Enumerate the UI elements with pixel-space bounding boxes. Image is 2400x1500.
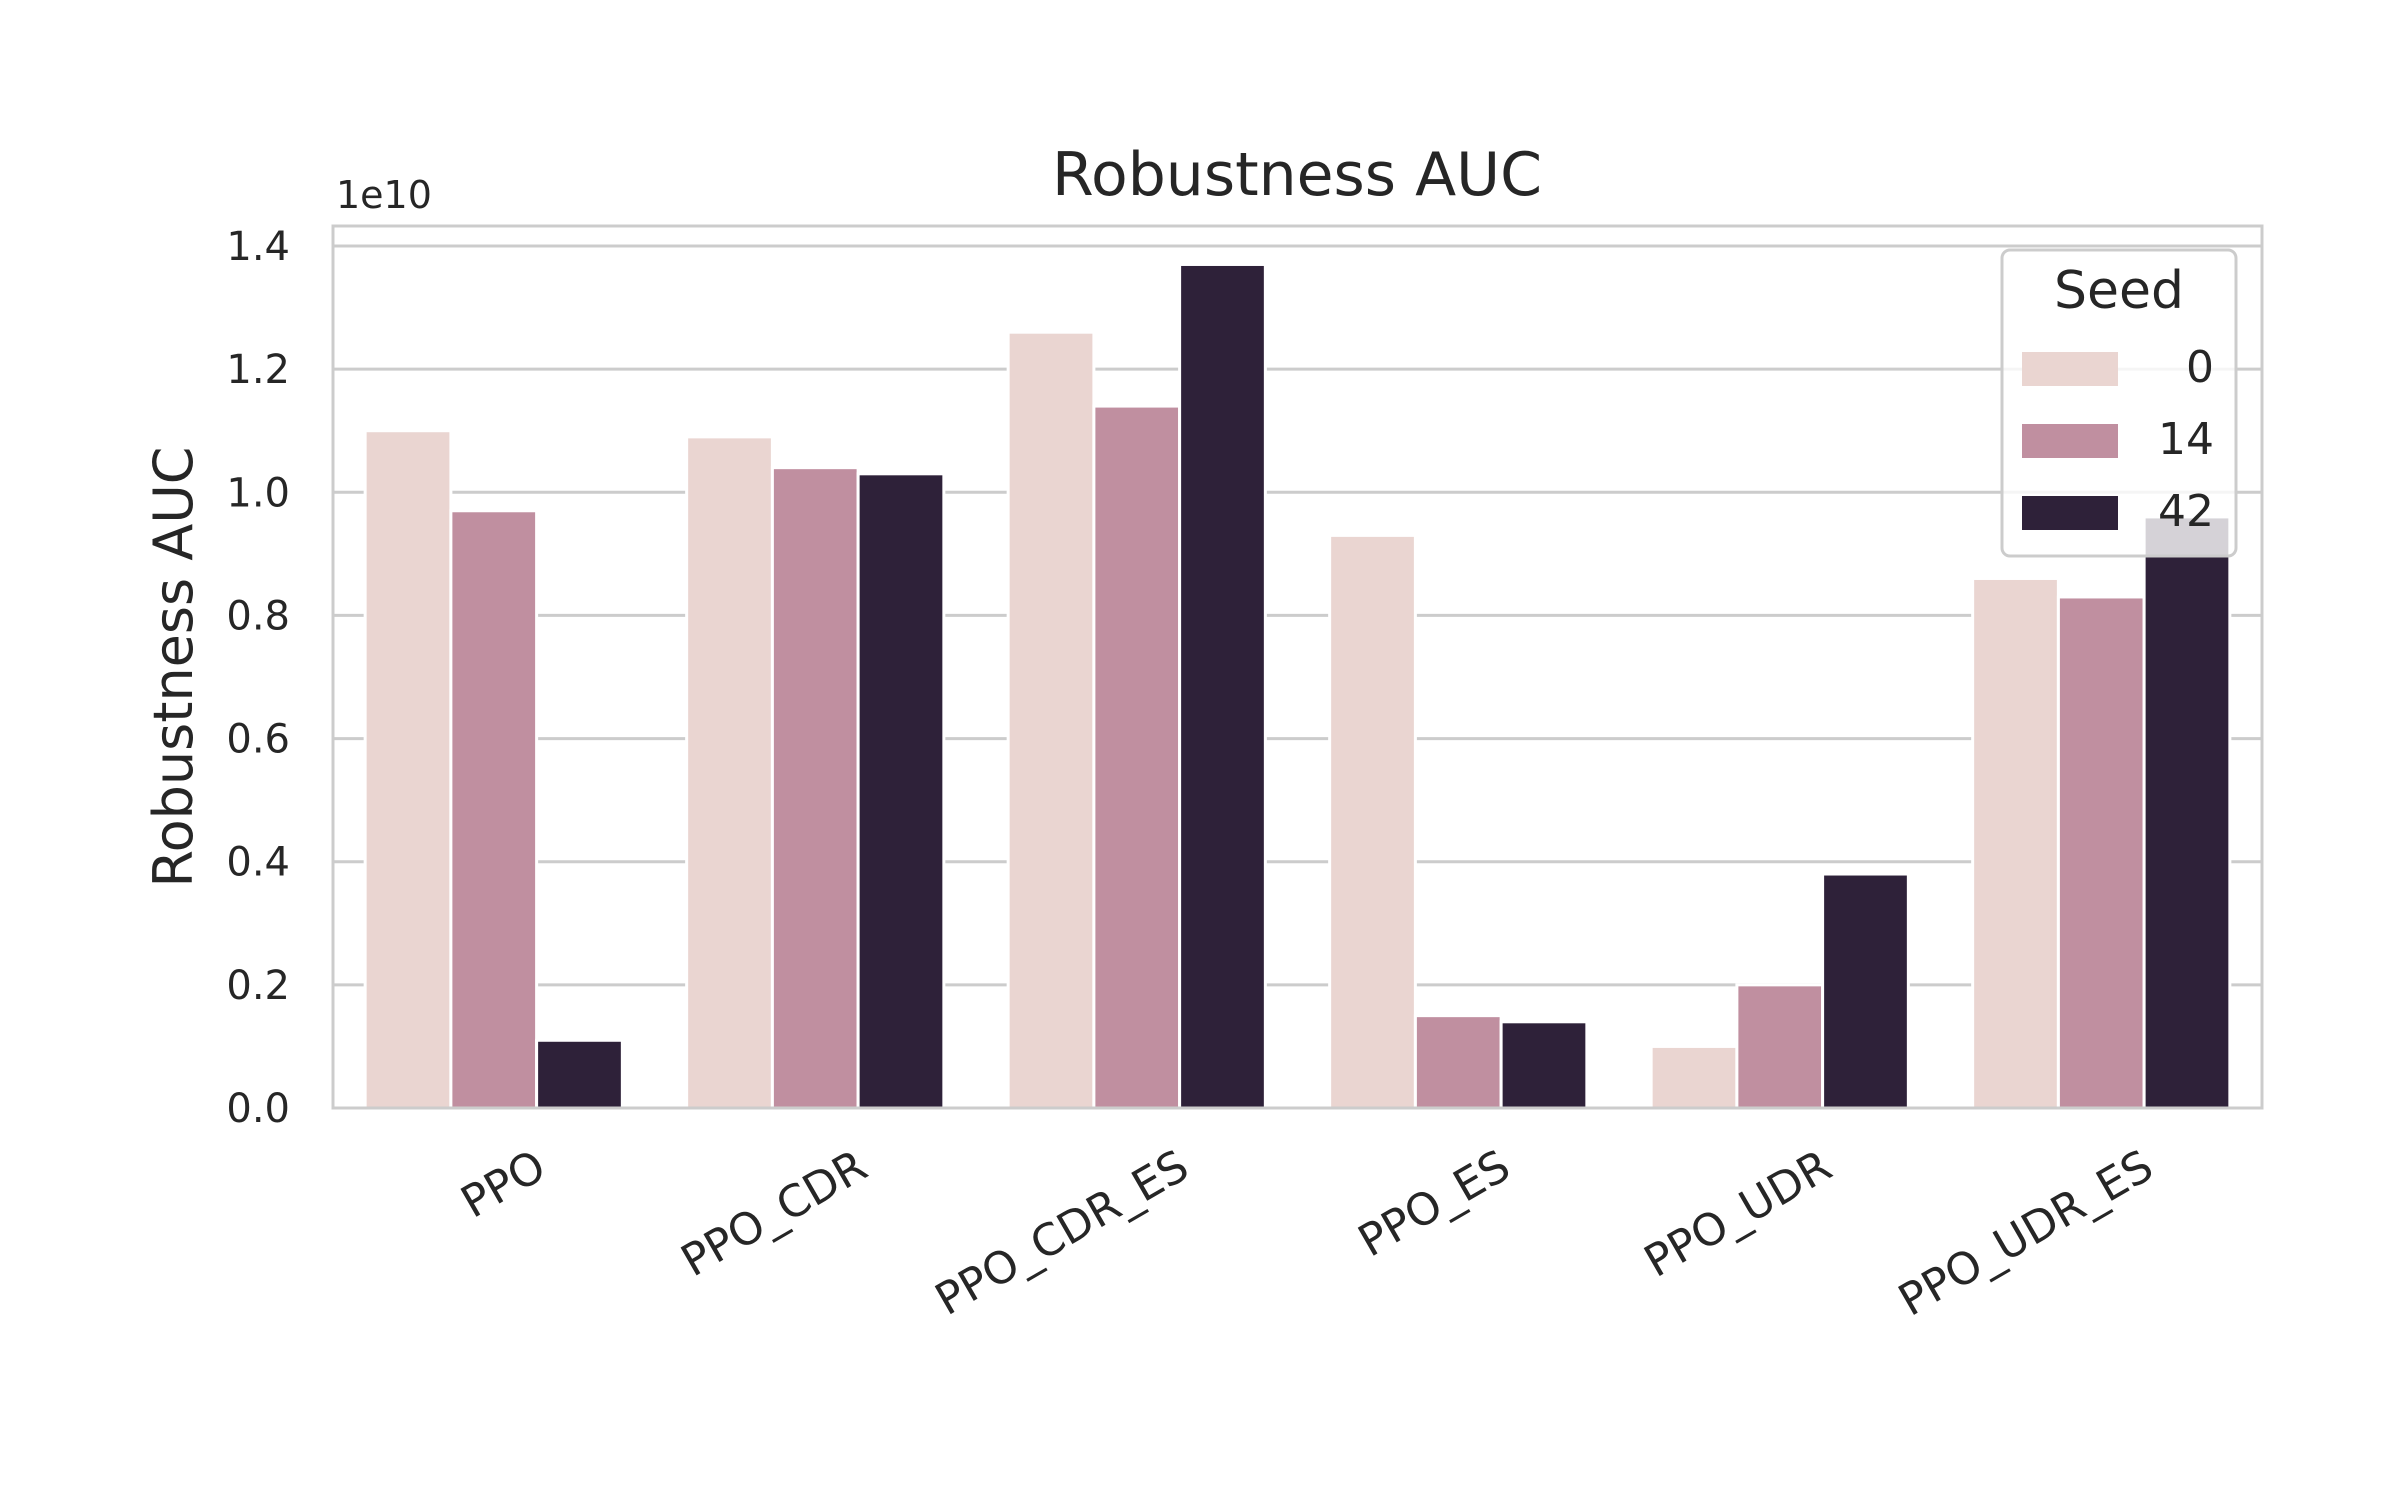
legend-frame bbox=[2000, 248, 2238, 558]
bar-ppo-cdr-es-seed-14 bbox=[1092, 404, 1182, 1110]
bar-ppo-udr-es-seed-14 bbox=[2056, 595, 2146, 1110]
y-tick-label: 1.0 bbox=[226, 470, 290, 516]
bar-ppo-udr-seed-14 bbox=[1735, 983, 1825, 1110]
legend-label: 42 bbox=[2158, 486, 2214, 537]
bar-ppo-es-seed-14 bbox=[1413, 1014, 1503, 1110]
bar-ppo-es-seed-0 bbox=[1328, 533, 1417, 1110]
bar-ppo-es-seed-42 bbox=[1499, 1020, 1589, 1110]
legend-swatch-seed-14 bbox=[2022, 424, 2118, 458]
y-tick-label: 1.2 bbox=[226, 347, 290, 393]
bar-ppo-cdr-es-seed-0 bbox=[1006, 330, 1096, 1110]
bar-ppo-udr-es-seed-42 bbox=[2142, 515, 2232, 1110]
bar-ppo-cdr-seed-14 bbox=[770, 466, 860, 1110]
y-tick-labels: 0.0 0.2 0.4 0.6 0.8 1.0 1.2 1.4 bbox=[226, 224, 290, 1132]
bar-ppo-udr-seed-0 bbox=[1649, 1044, 1739, 1110]
legend-title: Seed bbox=[2054, 261, 2184, 321]
legend: Seed 0 14 42 bbox=[2000, 248, 2238, 558]
y-axis-label: Robustness AUC bbox=[142, 447, 205, 888]
plot-frame bbox=[331, 224, 2264, 1110]
chart-title: Robustness AUC bbox=[1052, 140, 1542, 210]
bar-ppo-seed-14 bbox=[449, 509, 539, 1110]
y-offset-label: 1e10 bbox=[336, 173, 432, 217]
bar-ppo-udr-es-seed-0 bbox=[1971, 576, 2060, 1110]
legend-label: 14 bbox=[2158, 414, 2214, 465]
bar-ppo-cdr-es-seed-42 bbox=[1178, 262, 1267, 1110]
bar-ppo-cdr-seed-42 bbox=[856, 472, 946, 1110]
y-tick-label: 0.4 bbox=[226, 840, 290, 886]
y-tick-label: 0.6 bbox=[226, 717, 290, 763]
bars bbox=[363, 262, 2232, 1110]
y-tick-label: 0.2 bbox=[226, 963, 290, 1009]
legend-swatch-seed-0 bbox=[2022, 352, 2118, 386]
y-tick-label: 0.0 bbox=[226, 1086, 290, 1132]
bar-ppo-seed-42 bbox=[535, 1038, 624, 1110]
bar-ppo-udr-seed-42 bbox=[1821, 872, 1910, 1110]
y-tick-label: 1.4 bbox=[226, 224, 290, 270]
y-tick-label: 0.8 bbox=[226, 593, 290, 639]
legend-label: 0 bbox=[2186, 342, 2214, 393]
bar-ppo-cdr-seed-0 bbox=[685, 435, 774, 1110]
bar-ppo-seed-0 bbox=[363, 429, 453, 1110]
legend-swatch-seed-42 bbox=[2022, 496, 2118, 530]
